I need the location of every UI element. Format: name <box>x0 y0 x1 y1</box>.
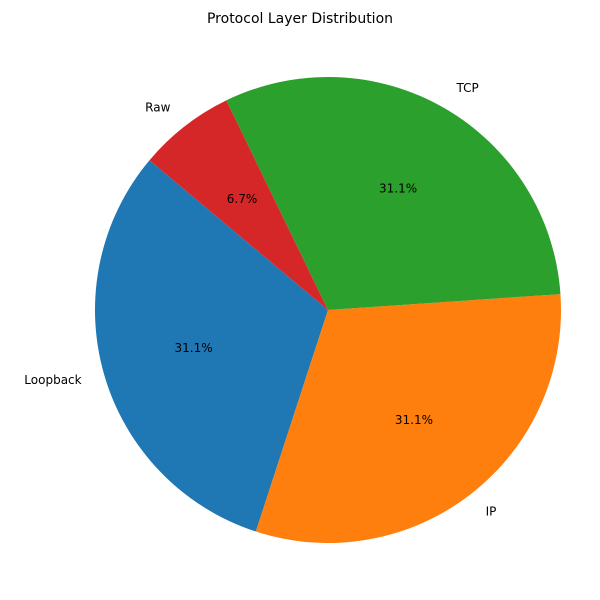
slice-percent-ip: 31.1% <box>395 413 433 427</box>
chart-title: Protocol Layer Distribution <box>206 11 394 27</box>
slice-percent-loopback: 31.1% <box>175 341 213 355</box>
slice-percent-raw: 6.7% <box>227 192 258 206</box>
pie-slices <box>94 77 561 543</box>
slice-label-raw: Raw <box>145 100 170 114</box>
slice-label-loopback: Loopback <box>24 373 81 387</box>
pie-slice-ip <box>255 294 561 543</box>
pie-slice-loopback <box>94 160 328 532</box>
pie-labels: Loopback 31.1% IP 31.1% TCP 31.1% Raw 6.7% <box>24 81 496 519</box>
pie-slice-raw <box>149 100 328 310</box>
slice-percent-tcp: 31.1% <box>379 182 417 196</box>
slice-label-ip: IP <box>486 505 497 519</box>
pie-slice-tcp <box>226 77 561 310</box>
slice-label-tcp: TCP <box>456 81 479 95</box>
